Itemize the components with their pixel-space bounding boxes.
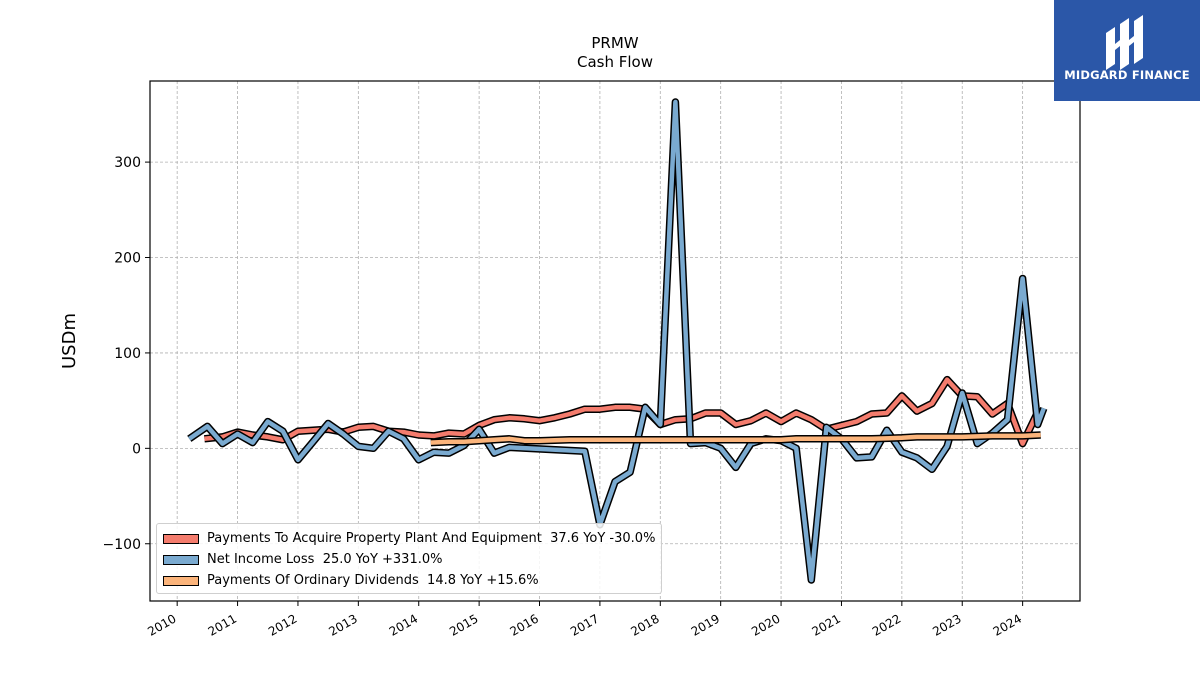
chart-subtitle: Cash Flow <box>577 53 653 71</box>
series-layer <box>187 98 1048 584</box>
x-tick-label: 2022 <box>870 611 903 638</box>
x-tick-label: 2015 <box>447 611 480 638</box>
legend-label-capex: Payments To Acquire Property Plant And E… <box>207 531 656 546</box>
x-tick-label: 2020 <box>749 611 782 638</box>
y-tick-label: 0 <box>132 441 141 457</box>
brand-logo-text: MIDGARD FINANCE <box>1064 68 1190 82</box>
x-tick-label: 2010 <box>145 611 178 638</box>
plot-frame <box>149 80 1081 602</box>
x-tick-label: 2016 <box>508 611 541 638</box>
x-tick-label: 2017 <box>568 611 601 638</box>
x-tick-label: 2024 <box>991 611 1024 638</box>
midgard-logo-icon <box>1106 15 1143 70</box>
legend-item-capex: Payments To Acquire Property Plant And E… <box>163 528 655 549</box>
series-net-income-line <box>188 99 1046 583</box>
chart-legend: Payments To Acquire Property Plant And E… <box>156 523 663 594</box>
series-net-income-line-outline <box>187 98 1048 584</box>
x-axis: 2010 2011 2012 2013 2014 2015 2016 2017 2018 2019… <box>145 601 1024 639</box>
x-tick-label: 2018 <box>628 611 661 638</box>
x-tick-label: 2014 <box>387 611 420 638</box>
y-axis-label: USDm <box>59 313 80 369</box>
chart-title: PRMW <box>591 34 638 52</box>
y-tick-label: −100 <box>103 537 141 553</box>
y-tick-label: 300 <box>114 155 141 171</box>
legend-swatch-net-income <box>163 554 199 565</box>
legend-label-net-income: Net Income Loss 25.0 YoY +331.0% <box>207 552 443 567</box>
x-tick-label: 2013 <box>326 611 359 638</box>
y-tick-label: 200 <box>114 251 141 267</box>
series-dividends-line <box>430 432 1041 445</box>
legend-swatch-capex <box>163 533 199 544</box>
legend-swatch-dividends <box>163 575 199 586</box>
y-axis: −100 0 100 200 300 <box>103 155 150 553</box>
x-tick-label: 2023 <box>930 611 963 638</box>
legend-item-net-income: Net Income Loss 25.0 YoY +331.0% <box>163 549 655 570</box>
brand-logo: MIDGARD FINANCE <box>1054 0 1200 101</box>
x-tick-label: 2019 <box>689 611 722 638</box>
y-tick-label: 100 <box>114 346 141 362</box>
legend-item-dividends: Payments Of Ordinary Dividends 14.8 YoY … <box>163 570 655 591</box>
x-tick-label: 2011 <box>206 611 239 638</box>
x-tick-label: 2021 <box>810 611 843 638</box>
x-tick-label: 2012 <box>266 611 299 638</box>
legend-label-dividends: Payments Of Ordinary Dividends 14.8 YoY … <box>207 573 539 588</box>
